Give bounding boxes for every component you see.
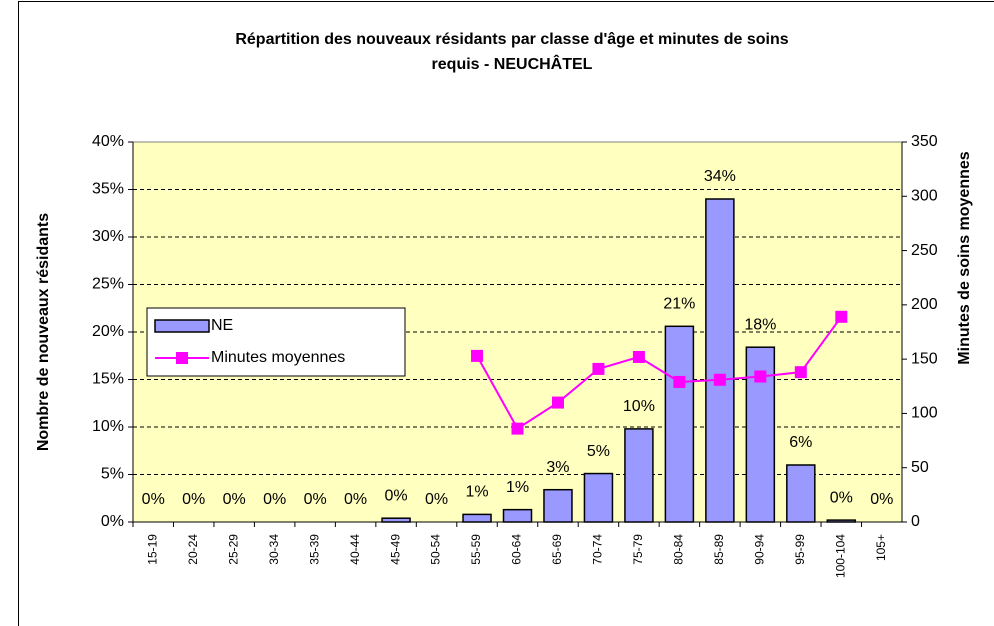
y-tick-label: 15% xyxy=(92,371,124,388)
legend-swatch xyxy=(176,352,188,364)
bar xyxy=(624,428,654,523)
x-tick-label: 85-89 xyxy=(712,534,726,565)
marker xyxy=(794,366,807,379)
y-tick-label: 40% xyxy=(92,133,124,150)
x-tick-label: 65-69 xyxy=(550,534,564,565)
x-tick-label: 30-34 xyxy=(267,534,281,565)
marker xyxy=(511,422,524,435)
legend-label: NE xyxy=(211,317,233,334)
y-tick-label: 30% xyxy=(92,228,124,245)
x-tick-label: 55-59 xyxy=(469,534,483,565)
marker xyxy=(713,373,726,386)
bar xyxy=(826,519,857,523)
marker xyxy=(471,349,484,362)
y2-tick-label: 250 xyxy=(911,242,938,259)
data-label: 0% xyxy=(142,491,165,508)
legend-swatch xyxy=(154,319,210,333)
bar xyxy=(664,325,695,523)
x-tick-label: 95-99 xyxy=(793,534,807,565)
data-label: 21% xyxy=(663,296,695,313)
x-tick-label: 40-44 xyxy=(348,534,362,565)
bar xyxy=(705,198,735,523)
y2-tick-label: 350 xyxy=(911,133,938,150)
x-tick-label: 25-29 xyxy=(226,534,240,565)
data-label: 1% xyxy=(506,479,529,496)
data-label: 18% xyxy=(744,316,776,333)
marker xyxy=(835,310,848,323)
marker xyxy=(754,370,767,383)
x-tick-label: 35-39 xyxy=(307,534,321,565)
marker xyxy=(673,375,686,388)
bar xyxy=(462,513,492,523)
bar xyxy=(381,517,411,523)
marker xyxy=(551,396,564,409)
x-tick-label: 100-104 xyxy=(833,534,847,578)
data-label: 0% xyxy=(425,491,448,508)
y-tick-label: 20% xyxy=(92,323,124,340)
y-tick-label: 35% xyxy=(92,181,124,198)
line xyxy=(476,316,843,431)
legend-label: Minutes moyennes xyxy=(211,349,345,366)
data-label: 1% xyxy=(465,484,488,501)
bar xyxy=(543,488,573,523)
data-label: 0% xyxy=(830,489,853,506)
data-label: 0% xyxy=(344,491,367,508)
data-label: 0% xyxy=(182,491,205,508)
data-label: 0% xyxy=(870,491,893,508)
data-label: 0% xyxy=(385,487,408,504)
x-tick-label: 70-74 xyxy=(591,534,605,565)
y2-tick-label: 300 xyxy=(911,188,938,205)
y2-axis-label: Minutes de soins moyennes xyxy=(956,151,973,364)
chart-title: Répartition des nouveaux résidants par c… xyxy=(235,31,789,73)
x-tick-label: 50-54 xyxy=(429,534,443,565)
x-tick-label: 80-84 xyxy=(672,534,686,565)
data-label: 0% xyxy=(223,491,246,508)
bar xyxy=(786,464,816,523)
y-axis-label: Nombre de nouveaux résidants xyxy=(35,213,52,451)
y2-tick-label: 200 xyxy=(911,296,938,313)
y-tick-label: 5% xyxy=(101,466,124,483)
bar xyxy=(502,508,533,523)
data-label: 3% xyxy=(546,459,569,476)
data-label: 34% xyxy=(704,168,736,185)
data-label: 5% xyxy=(587,443,610,460)
y2-tick-label: 50 xyxy=(911,459,929,476)
y-tick-label: 25% xyxy=(92,276,124,293)
marker xyxy=(592,362,605,375)
bar xyxy=(583,472,614,523)
data-label: 6% xyxy=(789,434,812,451)
data-label: 0% xyxy=(263,491,286,508)
legend: NE Minutes moyennes xyxy=(146,307,406,377)
x-tick-label: 90-94 xyxy=(753,534,767,565)
y2-tick-label: 100 xyxy=(911,405,938,422)
y-tick-label: 10% xyxy=(92,418,124,435)
data-label: 10% xyxy=(623,398,655,415)
x-tick-label: 60-64 xyxy=(510,534,524,565)
x-tick-label: 45-49 xyxy=(388,534,402,565)
y2-tick-label: 0 xyxy=(911,513,920,530)
x-tick-label: 105+ xyxy=(874,534,888,561)
x-tick-label: 75-79 xyxy=(631,534,645,565)
marker xyxy=(632,350,645,363)
x-tick-label: 15-19 xyxy=(145,534,159,565)
x-tick-label: 20-24 xyxy=(186,534,200,565)
y2-tick-label: 150 xyxy=(911,350,938,367)
y-tick-label: 0% xyxy=(101,513,124,530)
data-label: 0% xyxy=(304,491,327,508)
